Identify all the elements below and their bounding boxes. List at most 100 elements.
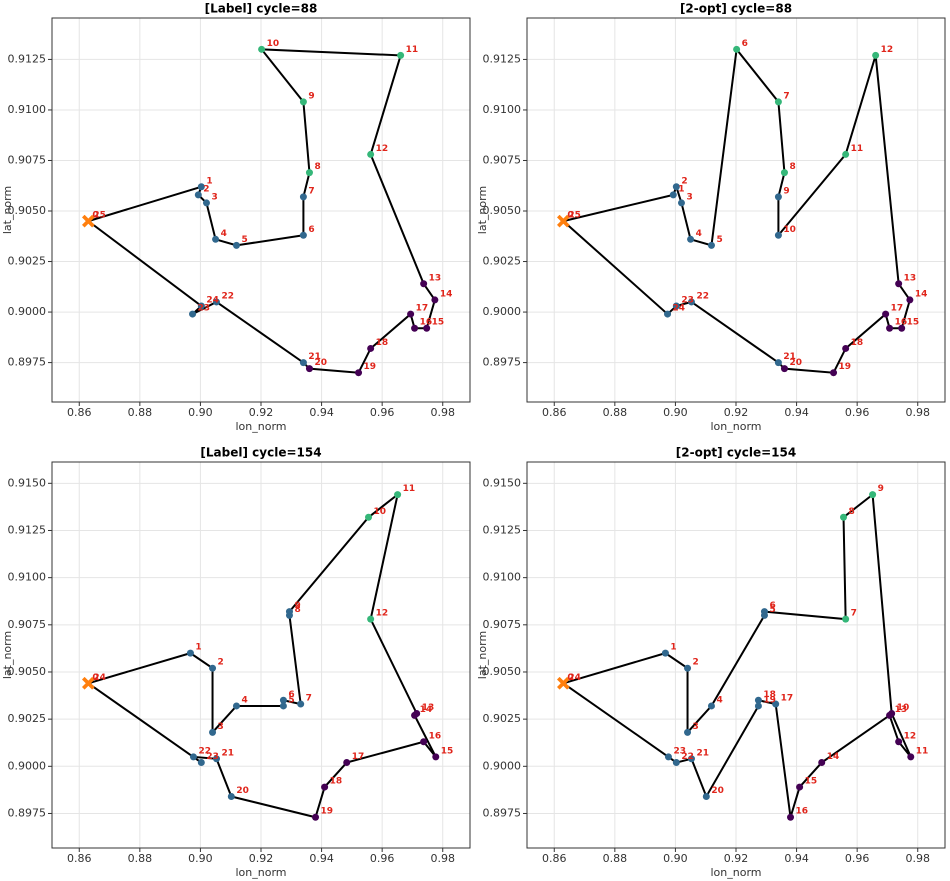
stop-label: 14 [915, 289, 928, 299]
y-tick-label: 0.9025 [483, 255, 522, 268]
stop-label: 22 [221, 291, 234, 301]
x-tick-label: 0.92 [249, 406, 274, 419]
stop-label: 20 [314, 358, 327, 368]
x-tick-label: 0.92 [249, 852, 274, 865]
stop-label: 22 [681, 752, 694, 762]
stop-label: 23 [206, 752, 219, 762]
x-tick-label: 0.94 [309, 852, 334, 865]
stop-label: 10 [374, 507, 387, 517]
y-tick-label: 0.9000 [483, 759, 522, 772]
stop-point [840, 513, 848, 521]
stop-point [661, 649, 669, 657]
stop-point [687, 298, 695, 306]
stop-label: 1 [195, 643, 201, 653]
stop-point [664, 753, 672, 761]
stop-label: 9 [294, 601, 300, 611]
x-tick-label: 0.94 [784, 406, 809, 419]
stop-label: 15 [805, 777, 818, 787]
x-axis-label: lon_norm [710, 866, 761, 879]
stop-label: 20 [711, 786, 724, 796]
stop-label: 19 [763, 695, 776, 705]
stop-label: 3 [218, 722, 224, 732]
stop-point [760, 608, 768, 616]
stop-label: 0 [567, 211, 573, 221]
stop-point [754, 702, 762, 710]
stop-point [186, 649, 194, 657]
stop-point [702, 792, 710, 800]
stop-point [189, 310, 197, 318]
stop-point [227, 792, 235, 800]
stop-label: 2 [693, 658, 699, 668]
subplot-title: [Label] cycle=88 [205, 2, 318, 16]
stop-label: 14 [420, 705, 433, 715]
stop-point [780, 169, 788, 177]
stop-label: 2 [203, 184, 209, 194]
stop-label: 10 [783, 225, 796, 235]
stop-label: 11 [406, 45, 419, 55]
stop-label: 6 [308, 225, 314, 235]
stop-point [407, 310, 415, 318]
stop-point [707, 241, 715, 249]
subplot: 0.86 0.88 0.90 0.92 0.94 0.96 0.98 0.8975 0.9000… [1, 446, 471, 879]
y-tick-label: 0.9125 [483, 523, 522, 536]
x-tick-label: 0.92 [724, 852, 749, 865]
stop-label: 2 [218, 658, 224, 668]
stop-point [772, 700, 780, 708]
y-tick-label: 0.9050 [8, 204, 47, 217]
stop-label: 18 [851, 338, 864, 348]
stop-point [312, 813, 320, 821]
plot-frame [51, 461, 471, 849]
stop-label: 17 [781, 694, 794, 704]
x-tick-label: 0.90 [663, 852, 688, 865]
stop-point [906, 296, 914, 304]
y-tick-label: 0.9050 [483, 665, 522, 678]
y-tick-label: 0.9075 [483, 153, 522, 166]
stop-label: 17 [352, 752, 365, 762]
stop-point [212, 235, 220, 243]
x-tick-label: 0.96 [370, 852, 395, 865]
y-axis-label: lat_norm [1, 631, 14, 679]
stop-label: 9 [783, 186, 789, 196]
x-tick-label: 0.96 [370, 406, 395, 419]
stop-label: 23 [681, 296, 694, 306]
stop-label: 1 [670, 643, 676, 653]
y-tick-label: 0.9150 [483, 476, 522, 489]
x-axis-label: lon_norm [235, 420, 286, 433]
stop-point [420, 280, 428, 288]
stop-point [305, 169, 313, 177]
plot-frame [526, 461, 946, 849]
x-axis-label: lon_norm [235, 866, 286, 879]
stop-label: 16 [895, 318, 908, 328]
stop-point [672, 302, 680, 310]
stop-label: 24 [673, 304, 686, 314]
x-tick-label: 0.98 [905, 852, 930, 865]
y-tick-label: 0.9000 [8, 305, 47, 318]
y-tick-label: 0.9100 [8, 103, 47, 116]
stop-point [367, 344, 375, 352]
stop-label: 25 [93, 211, 106, 221]
stop-point [420, 738, 428, 746]
x-tick-label: 0.88 [128, 852, 153, 865]
stop-label: 2 [681, 176, 687, 186]
subplot: 0.86 0.88 0.90 0.92 0.94 0.96 0.98 0.8975 0.9000… [476, 446, 946, 879]
stop-label: 3 [693, 722, 699, 732]
x-tick-label: 0.98 [905, 406, 930, 419]
stop-point [355, 369, 363, 377]
x-tick-label: 0.88 [603, 406, 628, 419]
y-tick-label: 0.9000 [8, 759, 47, 772]
x-tick-label: 0.86 [542, 406, 567, 419]
stop-point [285, 608, 293, 616]
y-axis-label: lat_norm [476, 186, 489, 234]
y-tick-label: 0.9075 [8, 618, 47, 631]
stop-label: 8 [849, 507, 855, 517]
stop-point [321, 783, 329, 791]
stop-label: 11 [851, 144, 864, 154]
y-tick-label: 0.8975 [8, 806, 47, 819]
stop-label: 21 [696, 748, 709, 758]
stop-label: 17 [891, 304, 904, 314]
x-axis-label: lon_norm [710, 420, 761, 433]
stop-point [197, 302, 205, 310]
y-tick-label: 0.8975 [483, 356, 522, 369]
stop-point [754, 696, 762, 704]
depot-marker [557, 214, 570, 228]
